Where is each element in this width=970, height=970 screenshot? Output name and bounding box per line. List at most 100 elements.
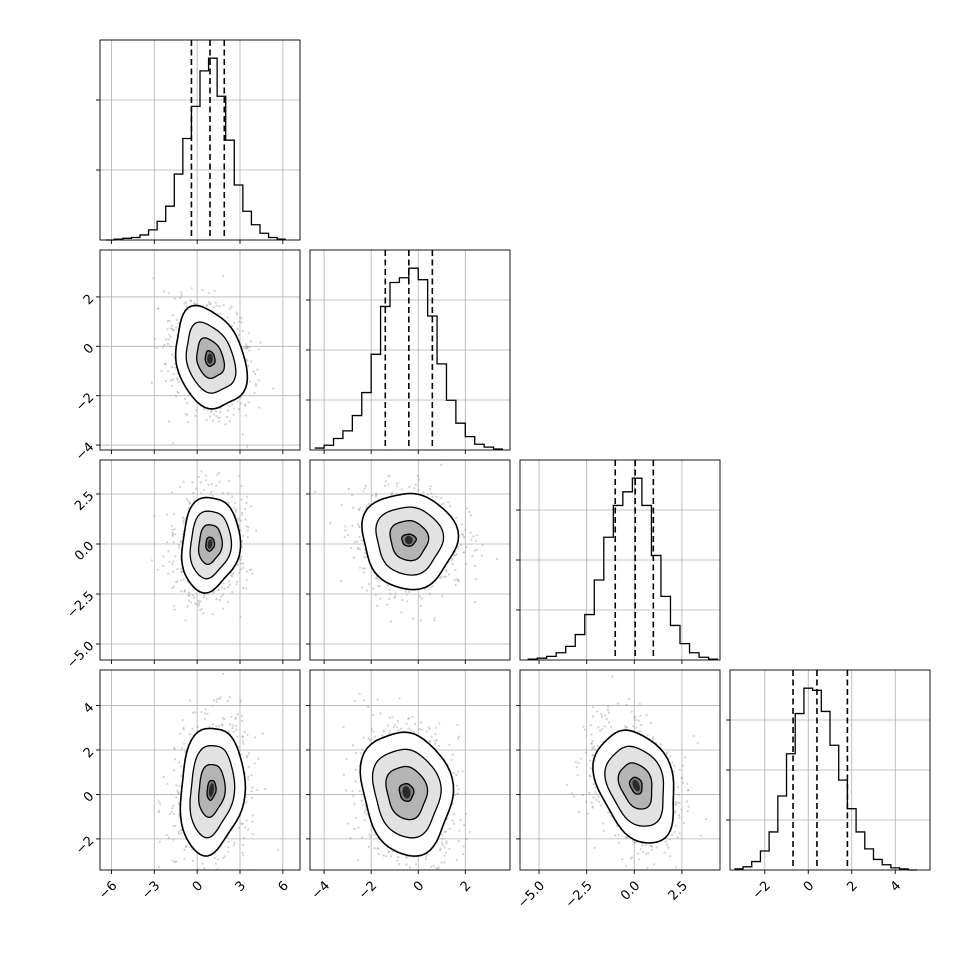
panel-1-2-point [351, 524, 354, 527]
panel-0-2-point [162, 555, 165, 558]
panel-0-2-point [177, 546, 180, 549]
panel-0-2-point [244, 518, 247, 521]
panel-0-1-point [195, 409, 198, 412]
panel-1-3-point [458, 829, 461, 832]
panel-0-1-point [238, 320, 241, 323]
hist-1-frame [309, 249, 511, 451]
panel-0-2-point [167, 572, 170, 575]
panel-0-1-point [229, 307, 232, 310]
panel-0-1-frame [99, 249, 301, 451]
panel-0-3-point [167, 836, 170, 839]
panel-1-3-point [376, 846, 379, 850]
hist-2-frame [519, 459, 721, 661]
panel-0-2-point [173, 528, 176, 531]
panel-0-3-point [213, 856, 216, 860]
panel-1-3-point [432, 864, 436, 868]
panel-0-2-point [191, 594, 194, 597]
panel-1-2-point [361, 586, 364, 589]
panel-0-2-point [239, 562, 243, 565]
panel-1-2-point [444, 568, 447, 571]
panel-1-3-point [345, 758, 348, 761]
panel-1-3-point [379, 712, 382, 715]
panel-1-3-point [441, 833, 444, 836]
panel-0-2-point [245, 525, 248, 528]
panel-1-3-point [457, 770, 460, 773]
panel-0-1-point [230, 305, 233, 308]
panel-0-2-point [238, 571, 241, 575]
panel-0-1-point [150, 381, 153, 384]
panel-1-3-point [434, 742, 437, 746]
panel-1-3-point [407, 717, 410, 721]
panel-0-2-point [211, 613, 214, 616]
panel-0-1-point [244, 404, 247, 407]
panel-1-2-point [431, 495, 434, 498]
panel-0-2-point [187, 500, 190, 503]
panel-0-1-point [236, 400, 239, 403]
panel-0-3-point [232, 730, 235, 733]
panel-0-1-point [176, 378, 179, 381]
panel-1-3-contour-0 [359, 731, 455, 857]
panel-0-3-contour-3 [206, 779, 217, 801]
panel-0-2-point [191, 481, 194, 484]
panel-0-2-point [171, 534, 174, 538]
panel-1-3-point [397, 856, 400, 859]
panel-0-3-point [239, 699, 242, 702]
panel-1-2-point [359, 548, 362, 551]
panel-1-3-point [355, 816, 358, 820]
panel-1-2-point [440, 463, 443, 466]
panel-1-3-point [440, 841, 444, 844]
panel-0-2-point [217, 589, 220, 592]
panel-1-2-contour-0 [361, 492, 460, 591]
panel-0-3-point [229, 723, 232, 726]
panel-1-2-point [470, 538, 473, 541]
panel-0-3-point [184, 750, 187, 754]
panel-0-2-point [242, 534, 245, 537]
panel-0-3-point [201, 862, 204, 865]
panel-1-3-point [453, 793, 457, 797]
panel-0-1-point [205, 418, 208, 421]
panel-0-3-point [256, 788, 259, 792]
panel-0-1-point [248, 345, 251, 349]
panel-0-1-point [256, 368, 259, 371]
panel-0-1-point [250, 340, 253, 343]
panel-layer: −6 −3 0 3 6 −4 −2 0 2 −5.0 −2.5 0.0 2.5 −2 0 2 4−4−202−5… [64, 39, 931, 911]
panel-1-3-point [351, 744, 355, 747]
panel-0-2-point [221, 593, 224, 596]
panel-1-3-point [450, 758, 453, 762]
panel-0-2-point [180, 570, 183, 573]
panel-0-2-point [218, 598, 221, 602]
panel-0-3-point [183, 848, 186, 852]
panel-0-2-point [165, 541, 169, 544]
panel-0-3-point [241, 822, 244, 825]
panel-0-3-point [240, 822, 243, 825]
panel-2-3-point [596, 710, 599, 713]
panel-1-3-point [386, 875, 388, 877]
panel-1-3-point [428, 727, 431, 730]
panel-1-2-point [443, 575, 446, 579]
panel-2-3-point [577, 762, 580, 765]
panel-0-1-point [248, 380, 252, 383]
panel-2-3-content [565, 675, 708, 869]
panel-0-1-point [167, 370, 170, 373]
panel-1-3-point [452, 771, 455, 775]
panel-1-2-point [364, 484, 367, 487]
panel-1-2-density-core [404, 535, 413, 545]
panel-0-1-point [246, 345, 249, 348]
panel-2-3-point [601, 728, 604, 731]
panel-1-3-point [457, 788, 460, 791]
panel-0-1-point [209, 302, 212, 306]
panel-0-1-point [238, 316, 241, 319]
panel-0-3-point [226, 700, 229, 703]
panel-0-3-point [180, 832, 183, 835]
panel-0-2-point [251, 572, 254, 575]
panel-1-3-point [388, 716, 391, 719]
panel-0-1-point [218, 416, 221, 419]
panel-2-3-point [603, 725, 606, 728]
panel-1-2-point [314, 491, 317, 494]
panel-1-3-point [445, 840, 448, 843]
panel-1-3-point [373, 847, 376, 850]
panel-0-2-point [195, 603, 198, 606]
panel-1-2-point [419, 604, 422, 608]
panel-0-3-point [236, 713, 239, 716]
panel-0-3-point [214, 862, 218, 865]
